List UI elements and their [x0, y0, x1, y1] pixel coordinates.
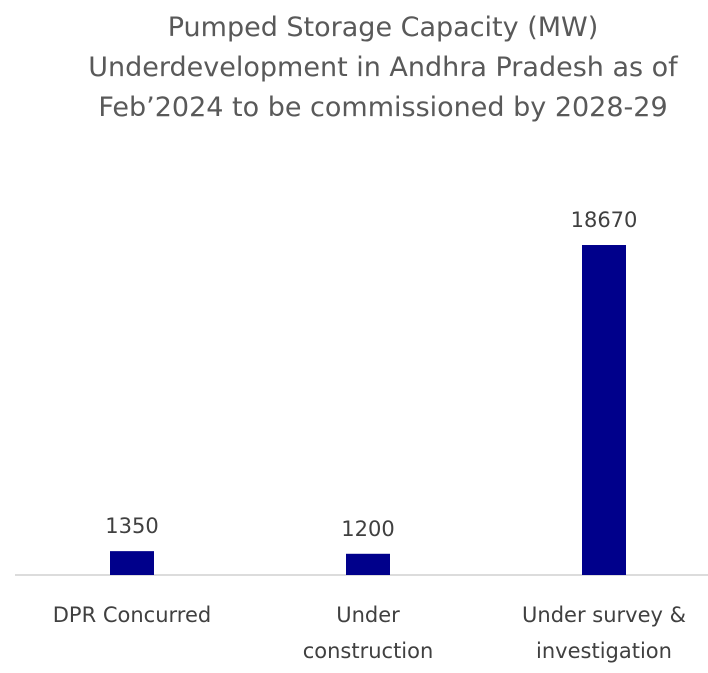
bar: [346, 553, 390, 575]
bar: [582, 245, 626, 575]
value-label: 1350: [105, 514, 158, 538]
value-label: 1200: [341, 517, 394, 541]
x-tick-label: DPR Concurred: [52, 603, 212, 627]
chart-title: Pumped Storage Capacity (MW) Underdevelo…: [88, 12, 678, 123]
x-tick-label: Under survey & investigation: [522, 603, 686, 663]
value-label: 18670: [571, 208, 638, 232]
bar: [110, 551, 154, 575]
x-tick-label: Under construction: [302, 603, 434, 663]
